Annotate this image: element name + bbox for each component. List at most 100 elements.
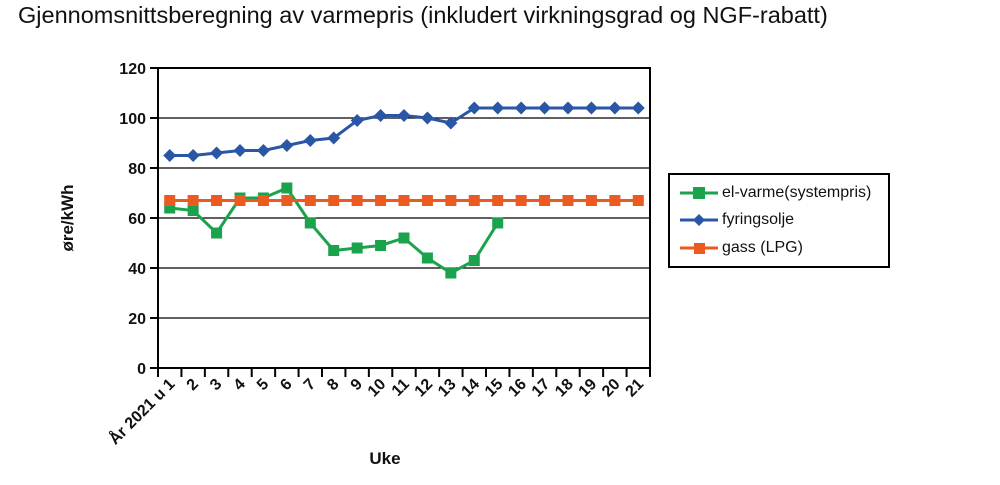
x-tick-label-18: 18 bbox=[552, 376, 577, 401]
y-tick-label-20: 20 bbox=[128, 311, 146, 328]
data-point-fyringsolje-19 bbox=[584, 101, 598, 115]
data-point-el-varme-systempris-6 bbox=[281, 182, 293, 194]
data-point-gass-lpg-14 bbox=[468, 195, 480, 206]
y-tick-label-80: 80 bbox=[128, 161, 146, 178]
data-point-fyringsolje-13 bbox=[444, 116, 458, 130]
square-marker-icon bbox=[694, 243, 705, 255]
x-tick-label-3: 3 bbox=[207, 376, 225, 394]
data-point-gass-lpg-11 bbox=[398, 195, 410, 206]
legend-sample-fyringsolje bbox=[680, 214, 718, 227]
data-point-el-varme-systempris-8 bbox=[328, 245, 340, 256]
data-point-fyringsolje-12 bbox=[420, 111, 434, 125]
data-point-fyringsolje-År 2021 u 1 bbox=[163, 149, 177, 162]
data-point-el-varme-systempris-2 bbox=[187, 205, 199, 216]
data-point-gass-lpg-5 bbox=[257, 195, 269, 206]
data-point-gass-lpg-7 bbox=[304, 195, 316, 206]
x-tick-label-15: 15 bbox=[482, 376, 507, 401]
y-tick-label-100: 100 bbox=[119, 111, 146, 128]
y-tick-label-40: 40 bbox=[128, 261, 146, 278]
x-tick-label-4: 4 bbox=[231, 376, 249, 394]
data-point-gass-lpg-17 bbox=[539, 195, 551, 206]
square-marker-icon bbox=[693, 186, 705, 199]
series-gass-lpg bbox=[164, 195, 644, 206]
x-tick-label-2: 2 bbox=[184, 376, 202, 394]
data-point-fyringsolje-11 bbox=[397, 109, 411, 122]
data-point-fyringsolje-5 bbox=[256, 144, 270, 157]
legend-label-el-varme: el-varme(systempris) bbox=[722, 183, 872, 201]
data-point-gass-lpg-13 bbox=[445, 195, 457, 206]
data-point-el-varme-systempris-15 bbox=[492, 217, 504, 229]
data-point-fyringsolje-3 bbox=[210, 146, 224, 160]
y-tick-label-0: 0 bbox=[137, 361, 146, 378]
data-point-el-varme-systempris-12 bbox=[421, 252, 433, 264]
x-tick-label-14: 14 bbox=[459, 376, 484, 401]
data-point-el-varme-systempris-År 2021 u 1 bbox=[164, 202, 176, 214]
x-tick-label-8: 8 bbox=[324, 376, 342, 394]
data-point-gass-lpg-4 bbox=[234, 195, 246, 206]
data-point-gass-lpg-19 bbox=[585, 195, 597, 206]
data-point-el-varme-systempris-3 bbox=[211, 227, 223, 239]
data-point-el-varme-systempris-14 bbox=[468, 255, 480, 266]
x-tick-label-11: 11 bbox=[389, 376, 413, 400]
data-point-gass-lpg-10 bbox=[375, 195, 387, 206]
x-axis-title: Uke bbox=[369, 449, 401, 468]
data-point-gass-lpg-16 bbox=[515, 195, 527, 206]
data-point-fyringsolje-17 bbox=[538, 101, 552, 115]
data-point-el-varme-systempris-7 bbox=[304, 217, 316, 229]
x-tick-label-9: 9 bbox=[348, 376, 366, 394]
x-tick-label-10: 10 bbox=[365, 376, 390, 401]
x-tick-label-7: 7 bbox=[301, 376, 319, 394]
x-tick-label-År 2021 u 1: År 2021 u 1 bbox=[105, 374, 179, 448]
data-point-fyringsolje-16 bbox=[514, 101, 528, 115]
data-point-fyringsolje-20 bbox=[608, 101, 622, 115]
data-point-gass-lpg-8 bbox=[328, 195, 340, 206]
data-point-fyringsolje-10 bbox=[374, 109, 388, 122]
x-tick-label-20: 20 bbox=[599, 376, 624, 401]
data-point-fyringsolje-4 bbox=[233, 144, 247, 157]
x-tick-label-16: 16 bbox=[505, 376, 530, 401]
data-point-fyringsolje-15 bbox=[491, 101, 505, 115]
data-point-gass-lpg-12 bbox=[421, 195, 433, 206]
legend-sample-el-varme bbox=[680, 186, 718, 199]
data-point-fyringsolje-2 bbox=[186, 149, 200, 162]
data-point-fyringsolje-8 bbox=[327, 131, 341, 145]
data-point-gass-lpg-18 bbox=[562, 195, 574, 206]
data-point-fyringsolje-14 bbox=[467, 101, 481, 115]
data-point-fyringsolje-9 bbox=[350, 114, 364, 127]
data-point-gass-lpg-2 bbox=[187, 195, 199, 206]
legend-item-fyringsolje: fyringsolje bbox=[679, 211, 884, 229]
series-fyringsolje bbox=[163, 101, 645, 162]
x-axis: År 2021 u 1 2 3 4 5 6 7 8 910 1112131415161718192… bbox=[105, 368, 651, 448]
data-point-gass-lpg-15 bbox=[492, 195, 504, 206]
data-point-el-varme-systempris-11 bbox=[398, 232, 410, 244]
chart-title: Gjennomsnittsberegning av varmepris (ink… bbox=[18, 2, 828, 28]
legend-label-gass: gass (LPG) bbox=[722, 239, 803, 257]
data-point-fyringsolje-6 bbox=[280, 139, 294, 152]
data-point-gass-lpg-3 bbox=[211, 195, 223, 206]
legend-item-gass: gass (LPG) bbox=[679, 239, 884, 257]
data-point-gass-lpg-6 bbox=[281, 195, 293, 206]
y-axis: 0 20 40 60 80 100 120 bbox=[119, 61, 158, 378]
x-tick-label-12: 12 bbox=[412, 376, 437, 401]
data-point-el-varme-systempris-9 bbox=[351, 242, 363, 254]
gridlines bbox=[158, 67, 650, 319]
data-point-el-varme-systempris-13 bbox=[445, 267, 457, 279]
legend: el-varme(systempris) fyringsolje gass (L… bbox=[668, 173, 890, 268]
data-point-el-varme-systempris-10 bbox=[375, 240, 387, 251]
x-tick-label-19: 19 bbox=[576, 376, 601, 401]
data-point-fyringsolje-18 bbox=[561, 101, 575, 115]
data-point-fyringsolje-7 bbox=[303, 134, 317, 147]
x-tick-label-17: 17 bbox=[529, 376, 554, 401]
data-point-gass-lpg-År 2021 u 1 bbox=[164, 195, 176, 206]
data-point-fyringsolje-21 bbox=[631, 101, 645, 115]
x-tick-label-21: 21 bbox=[623, 376, 648, 401]
legend-item-el-varme: el-varme(systempris) bbox=[679, 184, 884, 202]
data-point-gass-lpg-9 bbox=[351, 195, 363, 206]
legend-sample-gass bbox=[680, 243, 718, 255]
y-tick-label-60: 60 bbox=[128, 211, 146, 228]
x-tick-label-13: 13 bbox=[435, 376, 460, 401]
data-point-gass-lpg-21 bbox=[632, 195, 644, 206]
y-tick-label-120: 120 bbox=[119, 61, 146, 78]
